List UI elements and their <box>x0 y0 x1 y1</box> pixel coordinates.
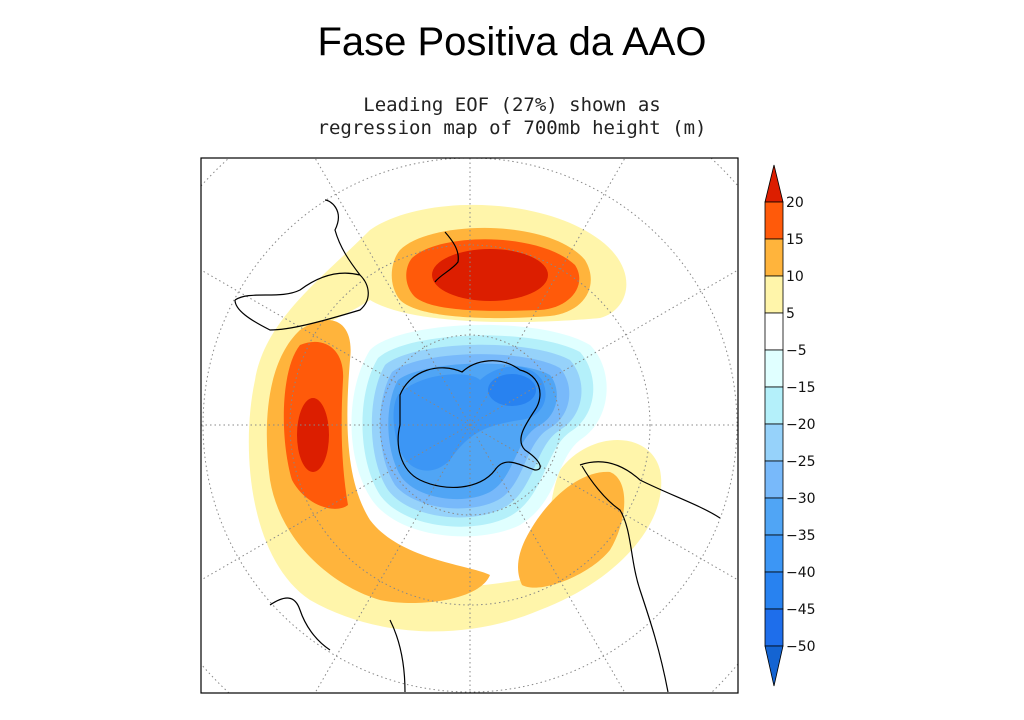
colorbar-label: −40 <box>786 565 816 581</box>
colorbar-segment <box>764 571 784 610</box>
field-north-red <box>432 249 548 301</box>
australia-coast <box>234 199 369 331</box>
colorbar-segment <box>764 349 784 388</box>
colorbar-segment <box>764 238 784 277</box>
colorbar-bottom-arrow <box>764 645 784 687</box>
new-zealand-coast <box>434 231 459 283</box>
africa-coast <box>269 597 406 693</box>
colorbar-top-arrow <box>764 164 784 203</box>
colorbar-label: −20 <box>786 417 816 433</box>
colorbar-label: −45 <box>786 602 816 618</box>
colorbar-segment <box>764 460 784 499</box>
south-america-coast <box>579 461 721 693</box>
figure-title: Fase Positiva da AAO <box>317 20 707 64</box>
antarctica-coast <box>397 360 541 489</box>
field-west-red <box>297 398 329 472</box>
colorbar-label: 10 <box>786 269 804 285</box>
colorbar-label: −30 <box>786 491 816 507</box>
field-negative-blue5 <box>488 374 536 406</box>
colorbar-segment <box>764 534 784 573</box>
colorbar-label: −35 <box>786 528 816 544</box>
field-southeast-orange <box>518 471 625 588</box>
colorbar-segment <box>764 312 784 351</box>
colorbar-segment <box>764 497 784 536</box>
colorbar-segment <box>764 386 784 425</box>
coastlines <box>234 199 721 693</box>
colorbar-label: −25 <box>786 454 816 470</box>
colorbar-segment <box>764 201 784 240</box>
colorbar-label: −5 <box>786 343 807 359</box>
subtitle-line-1: Leading EOF (27%) shown as <box>363 94 661 116</box>
colorbar-segment <box>764 423 784 462</box>
map-fields <box>201 158 738 693</box>
colorbar-label: 20 <box>786 195 804 211</box>
colorbar-segment <box>764 275 784 314</box>
map-frame <box>200 157 739 694</box>
colorbar: 20 15 10 5 −5 −15 −20 −25 −30 −35 −40 −45 −50 <box>764 164 816 687</box>
colorbar-label: 5 <box>786 306 795 322</box>
colorbar-label: 15 <box>786 232 804 248</box>
colorbar-label: −50 <box>786 639 816 655</box>
colorbar-label: −15 <box>786 380 816 396</box>
colorbar-segment <box>764 608 784 647</box>
subtitle-line-2: regression map of 700mb height (m) <box>317 117 707 139</box>
